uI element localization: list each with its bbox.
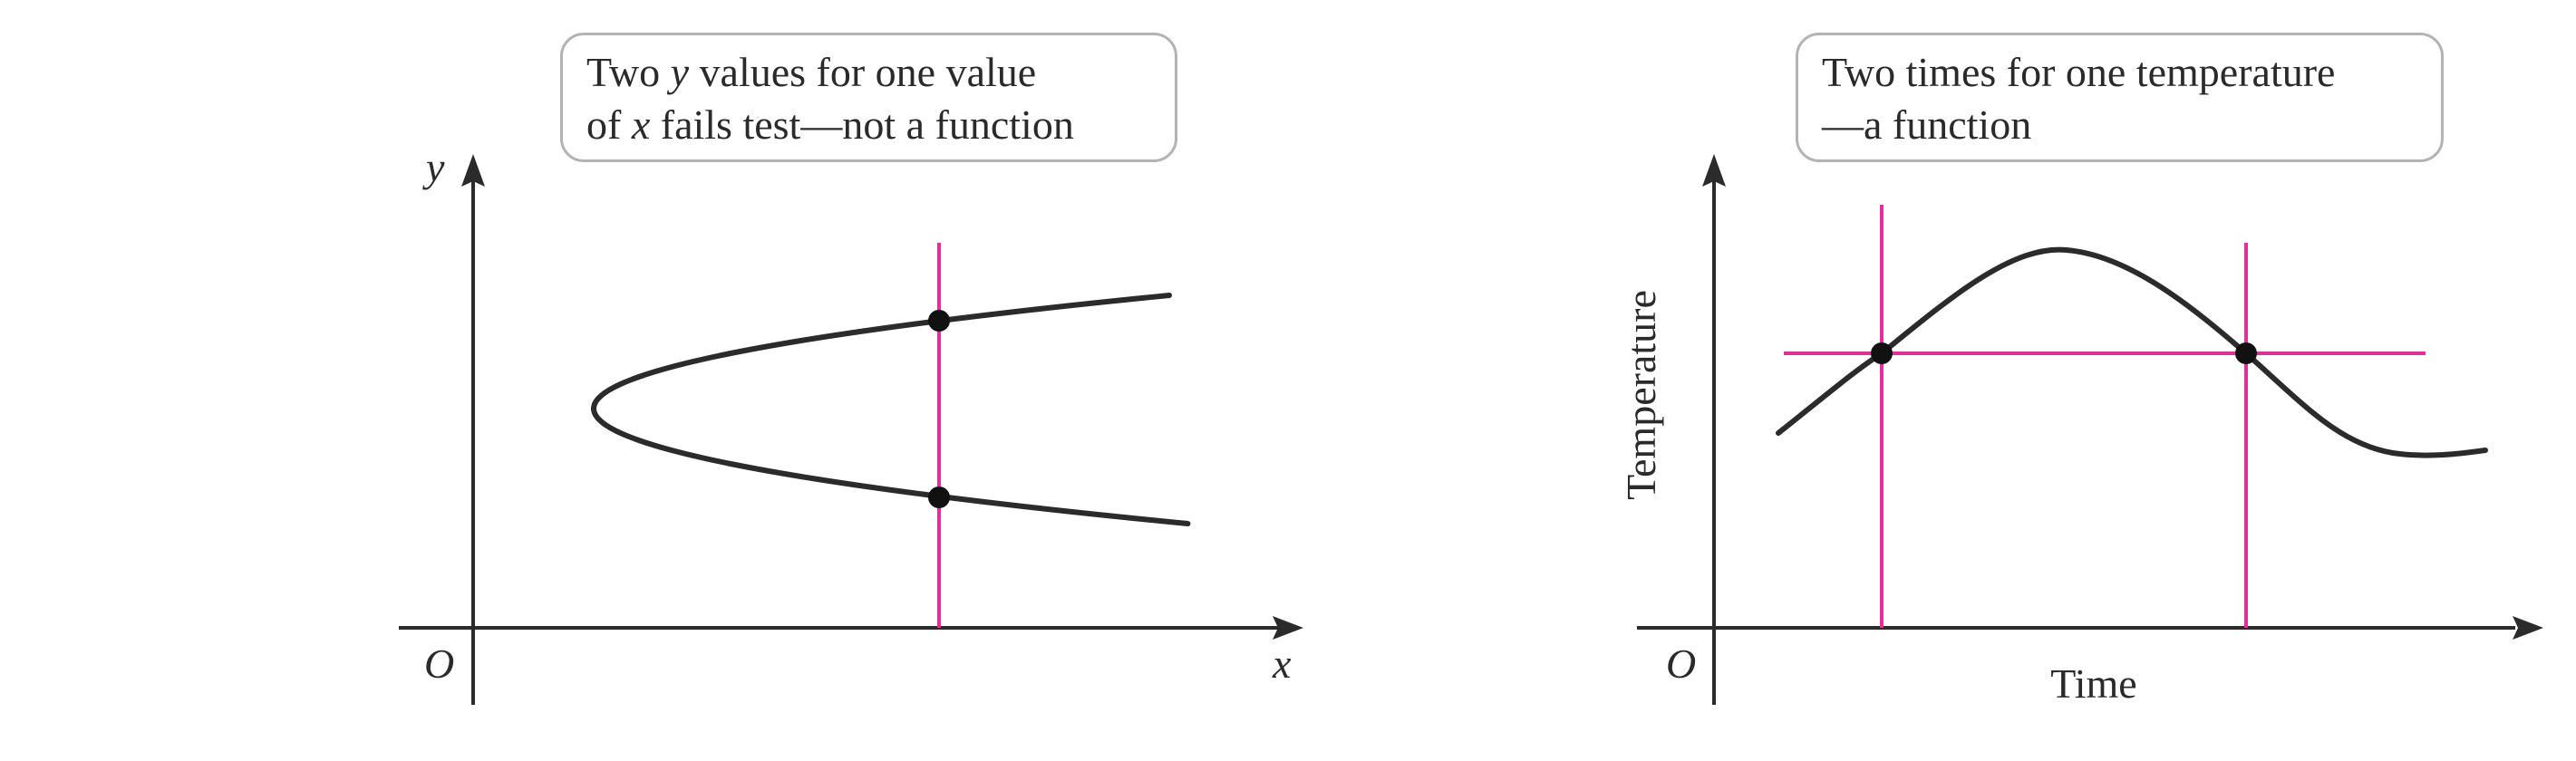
left-x-axis-arrowhead [1273, 616, 1303, 640]
right-x-axis-arrowhead [2513, 616, 2543, 640]
right-panel: Temperature Time O [1618, 154, 2543, 707]
left-lower-intersection-point [928, 486, 950, 508]
right-callout-line-1: Two times for one temperature [1822, 49, 2336, 95]
left-callout-text-c: of [586, 101, 632, 148]
left-upper-intersection-point [928, 310, 950, 332]
left-panel: y x O [399, 144, 1303, 705]
left-x-axis-label: x [1272, 641, 1292, 687]
left-callout-text-a: Two [586, 49, 671, 95]
left-callout-var-y: y [670, 49, 690, 95]
left-callout-box: Two y values for one value of x fails te… [560, 33, 1177, 162]
right-y-axis-label: Temperature [1618, 290, 1664, 500]
left-callout-text-b: values for one value [689, 49, 1037, 95]
left-callout-line-2: of x fails test—not a function [586, 99, 1151, 151]
right-callout-line-2: —a function [1822, 101, 2032, 148]
right-y-axis-arrowhead [1702, 154, 1726, 187]
right-origin-label: O [1666, 641, 1696, 687]
right-second-intersection-point [2235, 342, 2257, 364]
right-x-axis-label: Time [2050, 660, 2136, 707]
right-callout-box: Two times for one temperature —a functio… [1796, 33, 2444, 162]
left-origin-label: O [424, 641, 454, 687]
sideways-parabola-curve [591, 293, 1191, 526]
right-first-intersection-point [1871, 342, 1893, 364]
left-callout-text-d: fails test—not a function [650, 101, 1074, 148]
left-y-axis-label: y [422, 144, 445, 190]
left-y-axis-arrowhead [461, 154, 485, 187]
left-callout-line-1: Two y values for one value [586, 46, 1151, 99]
left-callout-var-x: x [631, 101, 651, 148]
